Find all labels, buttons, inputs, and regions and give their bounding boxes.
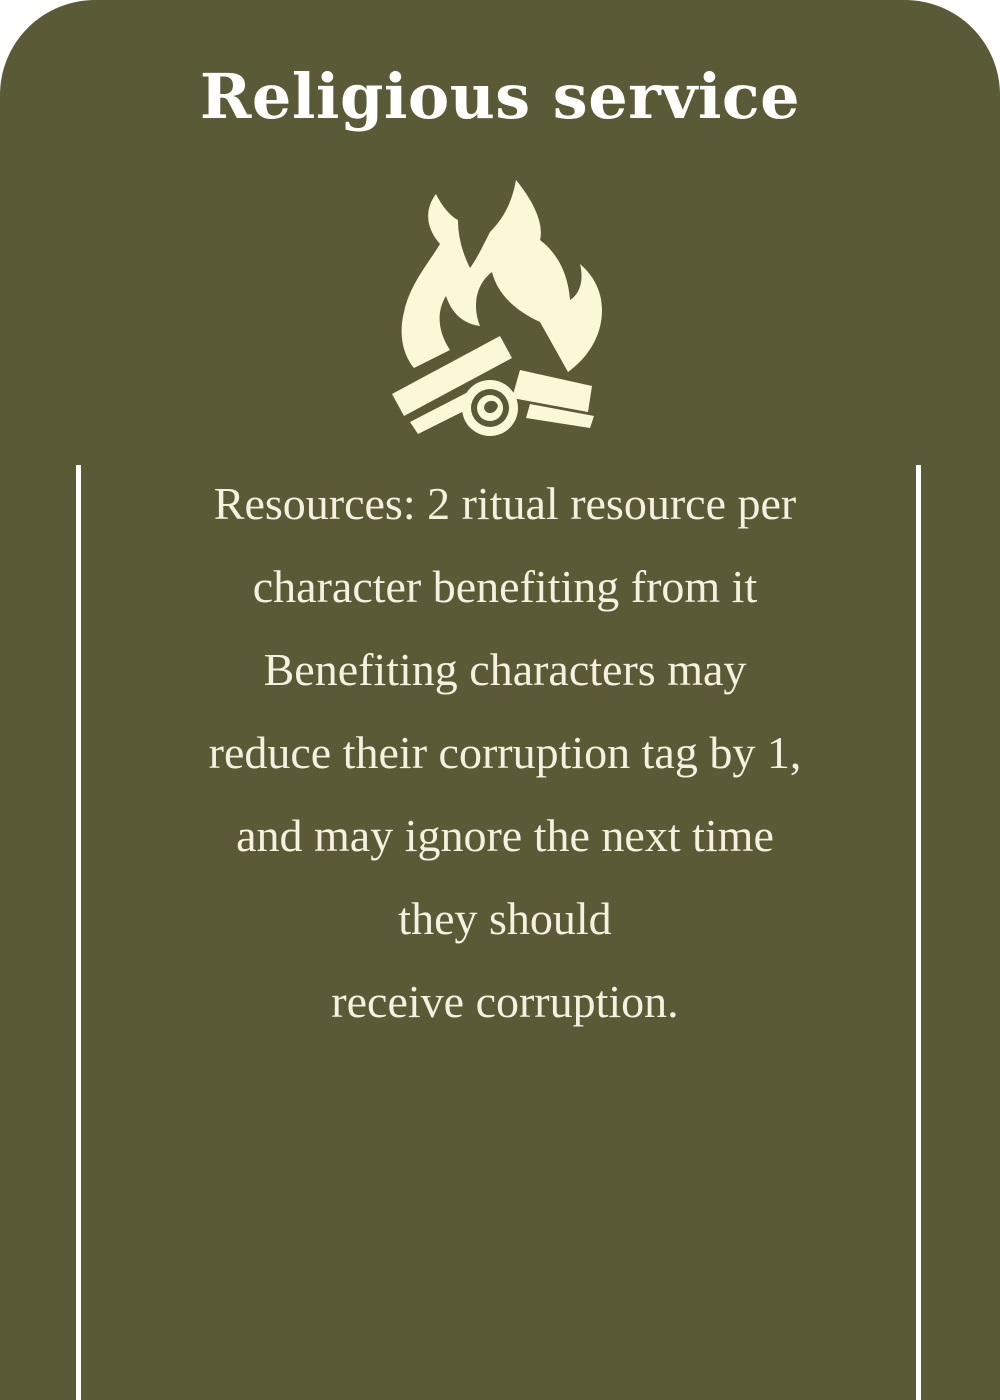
description-line: Resources: 2 ritual resource per	[213, 478, 797, 529]
description-line: they should	[398, 893, 612, 944]
right-border-line	[916, 465, 921, 1400]
card-title: Religious service	[199, 60, 801, 133]
description-line: Benefiting characters may	[263, 644, 747, 695]
description-line: character benefiting from it	[252, 561, 758, 612]
left-border-line	[76, 465, 81, 1400]
description-line: receive corruption.	[331, 976, 679, 1027]
description-line: and may ignore the next time	[236, 810, 774, 861]
card-description: Resources: 2 ritual resource per charact…	[100, 462, 910, 1043]
campfire-icon	[380, 172, 616, 444]
description-line: reduce their corruption tag by 1,	[208, 727, 802, 778]
